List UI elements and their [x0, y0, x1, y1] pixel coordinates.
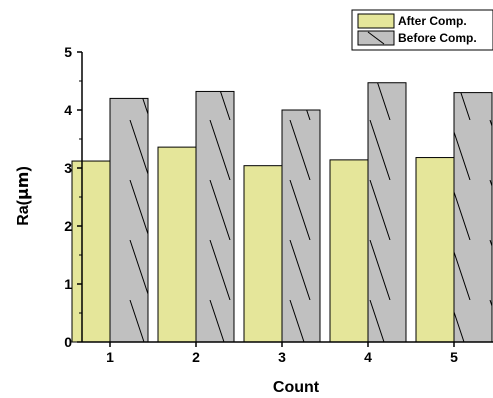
bar-before-5	[453, 92, 493, 343]
y-tick-label-3: 3	[64, 160, 72, 176]
x-ticks-group: 1 2 3 4 5	[106, 342, 458, 365]
y-tick-label-5: 5	[64, 44, 72, 60]
bar-before-2	[195, 90, 235, 343]
x-axis-title: Count	[273, 379, 320, 396]
bar-before-3	[281, 109, 321, 343]
bar-after-1	[71, 160, 111, 343]
x-tick-label-4: 4	[364, 349, 372, 365]
y-tick-label-4: 4	[64, 102, 72, 118]
bar-before-4	[367, 82, 407, 343]
bars-group	[71, 82, 493, 343]
legend: After Comp. Before Comp.	[351, 9, 493, 51]
y-axis-title: Ra(μm)	[13, 166, 32, 226]
bar-after-2	[157, 146, 197, 343]
x-tick-label-3: 3	[278, 349, 286, 365]
legend-swatch-before-hatch	[367, 31, 385, 45]
legend-label-after: After Comp.	[398, 14, 467, 28]
bar-after-5	[415, 157, 455, 343]
bar-after-3	[243, 165, 283, 343]
x-tick-label-1: 1	[106, 349, 114, 365]
bar-after-4	[329, 159, 369, 343]
y-tick-label-1: 1	[64, 276, 72, 292]
x-tick-label-5: 5	[450, 349, 458, 365]
legend-label-before: Before Comp.	[398, 31, 477, 45]
y-tick-label-2: 2	[64, 218, 72, 234]
y-ticks-group: 0 1 2 3 4 5	[64, 44, 82, 350]
legend-swatch-after	[357, 13, 395, 29]
x-tick-label-2: 2	[192, 349, 200, 365]
y-tick-label-0: 0	[64, 334, 72, 350]
bar-before-1	[109, 97, 149, 343]
